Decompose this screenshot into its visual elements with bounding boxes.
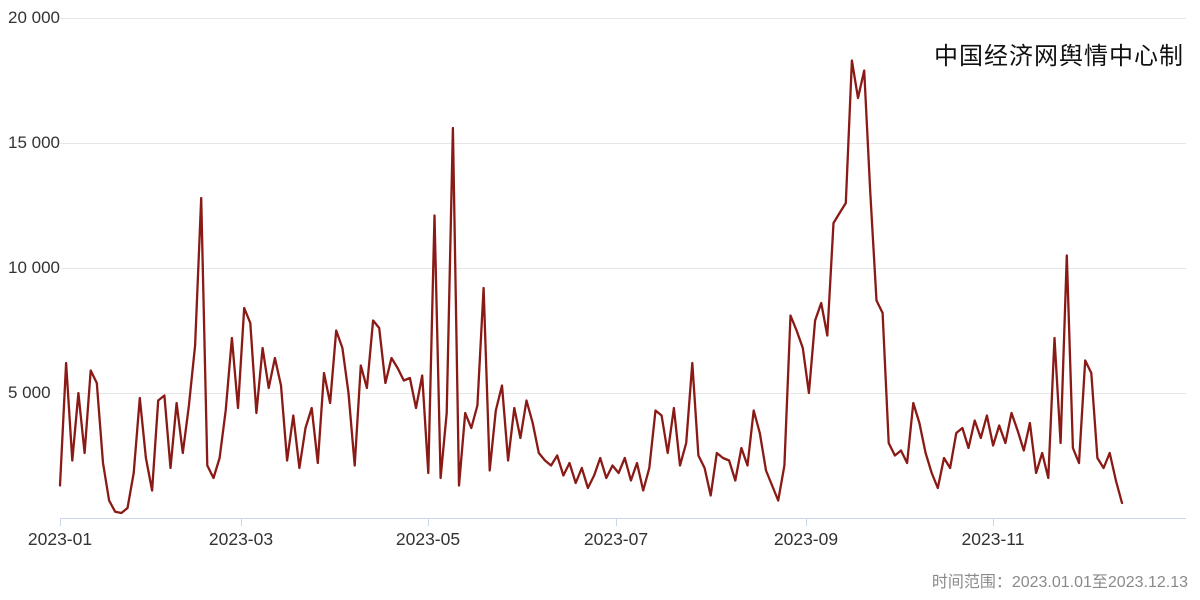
tick-mark <box>241 519 242 526</box>
gridline-5000 <box>60 393 1186 394</box>
tick-mark <box>616 519 617 526</box>
x-axis-label: 2023-01 <box>27 529 93 549</box>
y-axis-label: 5 000 <box>8 383 51 402</box>
chart-title: 中国经济网舆情中心制 <box>934 43 1184 70</box>
tick-mark <box>993 519 994 526</box>
x-axis-label: 2023-05 <box>395 529 461 549</box>
x-axis-line <box>60 518 1186 519</box>
series-line <box>58 59 1124 515</box>
x-axis-label: 2023-09 <box>773 529 839 549</box>
x-axis-label: 2023-07 <box>583 529 649 549</box>
y-axis-label: 10 000 <box>8 258 60 277</box>
gridline-10000 <box>60 268 1186 269</box>
time-range-caption: 时间范围：2023.01.01至2023.12.13 <box>931 574 1188 591</box>
x-axis-label: 2023-11 <box>961 529 1025 549</box>
y-axis-label: 20 000 <box>8 8 60 27</box>
y-axis-label: 15 000 <box>8 133 60 152</box>
tick-mark <box>806 519 807 526</box>
gridline-20000 <box>60 18 1186 19</box>
tick-mark <box>428 519 429 526</box>
gridline-15000 <box>60 143 1186 144</box>
tick-mark <box>60 519 61 526</box>
x-axis-label: 2023-03 <box>208 529 274 549</box>
